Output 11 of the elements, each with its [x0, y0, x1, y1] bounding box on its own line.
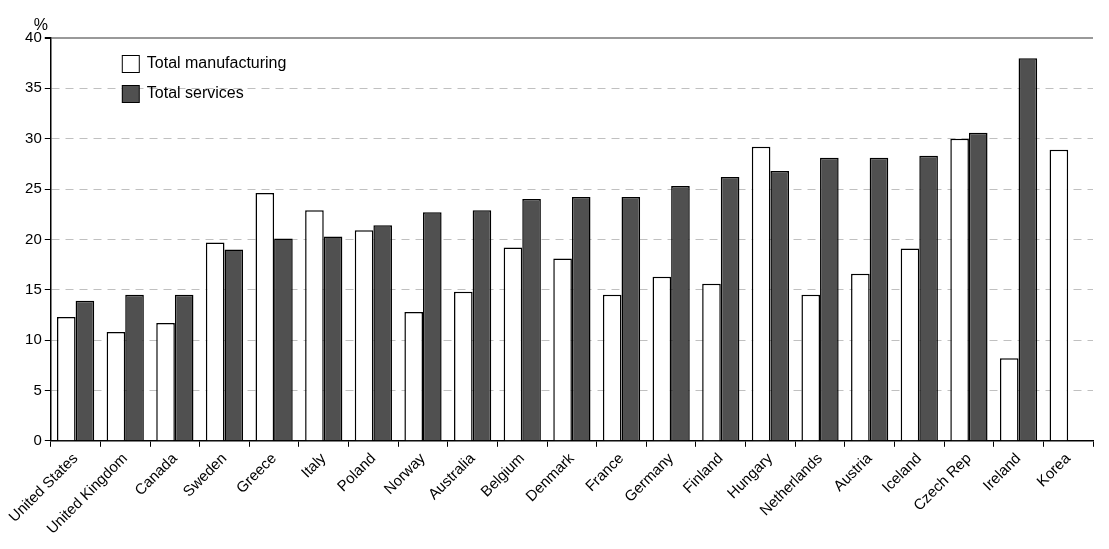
y-tick-label: 35 [25, 78, 42, 96]
y-tick-label: 10 [25, 330, 42, 348]
y-tick-label: 15 [25, 279, 42, 297]
x-tick-label: Italy [297, 448, 330, 481]
legend-label: Total services [146, 84, 244, 102]
y-tick-label: 20 [25, 229, 42, 247]
y-tick-label: 30 [25, 128, 42, 146]
legend-label: Total manufacturing [146, 54, 287, 72]
y-tick-label: 25 [25, 179, 42, 197]
y-tick-label: 5 [33, 380, 42, 398]
y-tick-label: 0 [33, 430, 42, 448]
